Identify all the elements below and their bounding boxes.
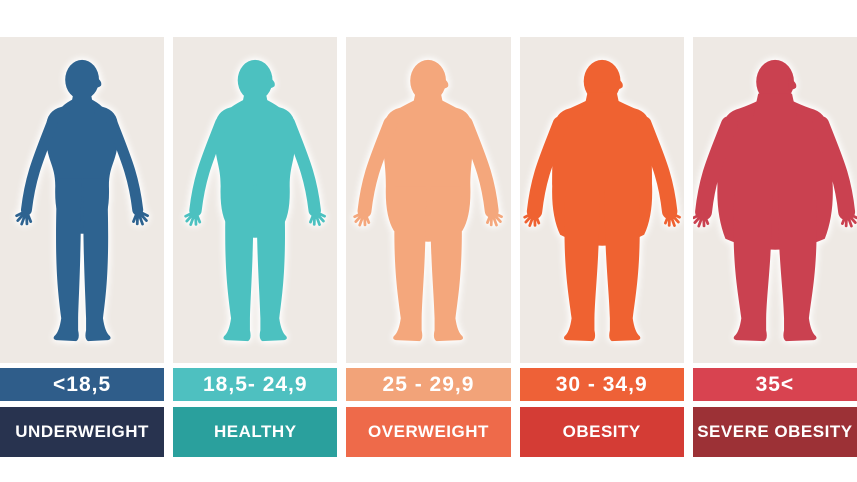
column-healthy: 18,5- 24,9 HEALTHY: [173, 37, 338, 457]
bmi-range-text: 30 - 34,9: [555, 372, 648, 396]
category-label-text: HEALTHY: [214, 422, 297, 441]
bmi-range-badge: <18,5: [0, 368, 165, 401]
column-severe-obesity: 35< SEVERE OBESITY: [692, 37, 857, 457]
category-label-text: SEVERE OBESITY: [697, 422, 853, 441]
figure-panel-obesity: [519, 37, 684, 363]
category-label-text: UNDERWEIGHT: [15, 422, 149, 441]
column-overweight: 25 - 29,9 OVERWEIGHT: [346, 37, 511, 457]
category-label-text: OBESITY: [562, 422, 641, 441]
category-label-text: OVERWEIGHT: [368, 422, 489, 441]
bmi-columns: <18,5 UNDERWEIGHT 18,5- 24,9 HEALTHY 25 …: [0, 37, 857, 457]
person-silhouette-obesity-icon: [522, 59, 681, 342]
bmi-range-text: 25 - 29,9: [382, 372, 475, 396]
category-label-badge: SEVERE OBESITY: [692, 407, 857, 457]
bmi-range-badge: 25 - 29,9: [346, 368, 511, 401]
person-silhouette-healthy-icon: [184, 59, 327, 342]
category-label-badge: OVERWEIGHT: [346, 407, 511, 457]
column-obesity: 30 - 34,9 OBESITY: [519, 37, 684, 457]
person-silhouette-overweight-icon: [353, 59, 504, 342]
category-label-badge: UNDERWEIGHT: [0, 407, 165, 457]
figure-panel-underweight: [0, 37, 165, 363]
figure-panel-healthy: [173, 37, 338, 363]
bmi-range-text: 18,5- 24,9: [203, 372, 308, 396]
figure-panel-severe-obesity: [692, 37, 857, 363]
bmi-range-badge: 18,5- 24,9: [173, 368, 338, 401]
figure-panel-overweight: [346, 37, 511, 363]
category-label-badge: OBESITY: [519, 407, 684, 457]
bmi-range-text: <18,5: [53, 372, 112, 396]
person-silhouette-severe-obesity-icon: [692, 59, 857, 342]
bmi-range-text: 35<: [755, 372, 795, 396]
category-label-badge: HEALTHY: [173, 407, 338, 457]
bmi-range-badge: 30 - 34,9: [519, 368, 684, 401]
bmi-range-badge: 35<: [692, 368, 857, 401]
column-underweight: <18,5 UNDERWEIGHT: [0, 37, 165, 457]
person-silhouette-underweight-icon: [15, 59, 149, 342]
